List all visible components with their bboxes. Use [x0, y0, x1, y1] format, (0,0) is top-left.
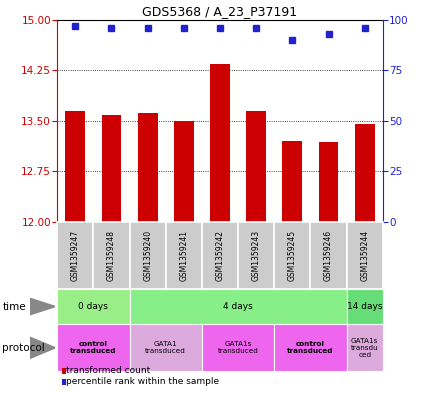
Text: protocol: protocol [2, 343, 45, 353]
Bar [166, 222, 202, 289]
Text: GSM1359240: GSM1359240 [143, 230, 152, 281]
Polygon shape [30, 298, 55, 315]
Text: GSM1359243: GSM1359243 [252, 230, 260, 281]
Text: 14 days: 14 days [347, 302, 382, 311]
Bar [347, 324, 383, 371]
Bar [57, 222, 93, 289]
Text: control
transduced: control transduced [70, 341, 117, 354]
Text: GSM1359241: GSM1359241 [180, 230, 188, 281]
Title: GDS5368 / A_23_P37191: GDS5368 / A_23_P37191 [143, 6, 297, 18]
Bar [129, 324, 202, 371]
Bar [282, 141, 302, 222]
Bar [57, 289, 129, 324]
Bar [238, 222, 274, 289]
Bar [246, 111, 266, 222]
Bar [319, 142, 338, 222]
Bar [355, 124, 375, 222]
Text: GATA1
transduced: GATA1 transduced [145, 341, 186, 354]
Text: 4 days: 4 days [223, 302, 253, 311]
Text: transformed count: transformed count [66, 367, 150, 375]
Bar [347, 222, 383, 289]
Bar [129, 289, 347, 324]
Text: GSM1359246: GSM1359246 [324, 230, 333, 281]
Bar [138, 113, 158, 222]
Text: GSM1359245: GSM1359245 [288, 230, 297, 281]
Bar [274, 222, 311, 289]
Text: time: time [2, 301, 26, 312]
Bar [174, 121, 194, 222]
Text: control
transduced: control transduced [287, 341, 334, 354]
Bar [202, 222, 238, 289]
Bar [210, 64, 230, 222]
Text: GSM1359247: GSM1359247 [71, 230, 80, 281]
Bar [102, 116, 121, 222]
Text: GSM1359242: GSM1359242 [216, 230, 224, 281]
Text: GATA1s
transdu
ced: GATA1s transdu ced [351, 338, 378, 358]
Bar [93, 222, 129, 289]
Bar [347, 289, 383, 324]
Text: GSM1359248: GSM1359248 [107, 230, 116, 281]
Text: 0 days: 0 days [78, 302, 108, 311]
Text: GATA1s
transduced: GATA1s transduced [218, 341, 259, 354]
Bar [274, 324, 347, 371]
Bar [311, 222, 347, 289]
Text: GSM1359244: GSM1359244 [360, 230, 369, 281]
Bar [66, 111, 85, 222]
Text: percentile rank within the sample: percentile rank within the sample [66, 378, 219, 386]
Bar [202, 324, 274, 371]
Polygon shape [30, 337, 55, 358]
Bar [129, 222, 166, 289]
Bar [57, 324, 129, 371]
